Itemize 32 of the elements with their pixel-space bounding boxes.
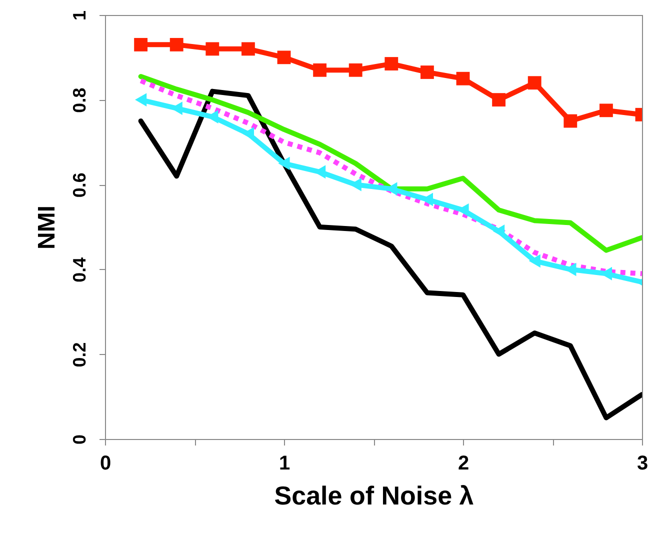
point	[350, 178, 362, 192]
point	[313, 63, 327, 77]
point	[348, 63, 362, 77]
x-tick-label: 1	[278, 452, 290, 474]
point	[277, 50, 291, 64]
point	[528, 254, 540, 268]
y-tick-label: 1	[70, 10, 90, 21]
x-axis-title: Scale of Noise λ	[274, 480, 474, 510]
y-tick-label: 0	[70, 434, 90, 445]
point	[599, 104, 613, 118]
point	[241, 42, 255, 56]
point	[528, 76, 542, 90]
y-tick-label: 0.2	[70, 342, 90, 368]
x-tick-label: 2	[458, 452, 470, 474]
y-tick-label: 0.4	[70, 257, 90, 282]
point	[170, 38, 184, 52]
x-tick-label: 0	[100, 452, 112, 474]
point	[384, 57, 398, 70]
point	[420, 66, 434, 79]
point	[564, 114, 578, 128]
y-axis-title: NMI	[34, 206, 60, 250]
point	[456, 72, 470, 86]
point	[206, 42, 220, 56]
point	[278, 156, 290, 170]
point	[134, 93, 147, 107]
x-tick-label: 3	[636, 452, 648, 474]
y-tick-label: 0.8	[70, 88, 90, 113]
point	[421, 192, 434, 206]
point	[492, 224, 505, 238]
point	[134, 38, 148, 52]
point	[492, 93, 506, 107]
y-tick-label: 0.6	[70, 172, 90, 198]
